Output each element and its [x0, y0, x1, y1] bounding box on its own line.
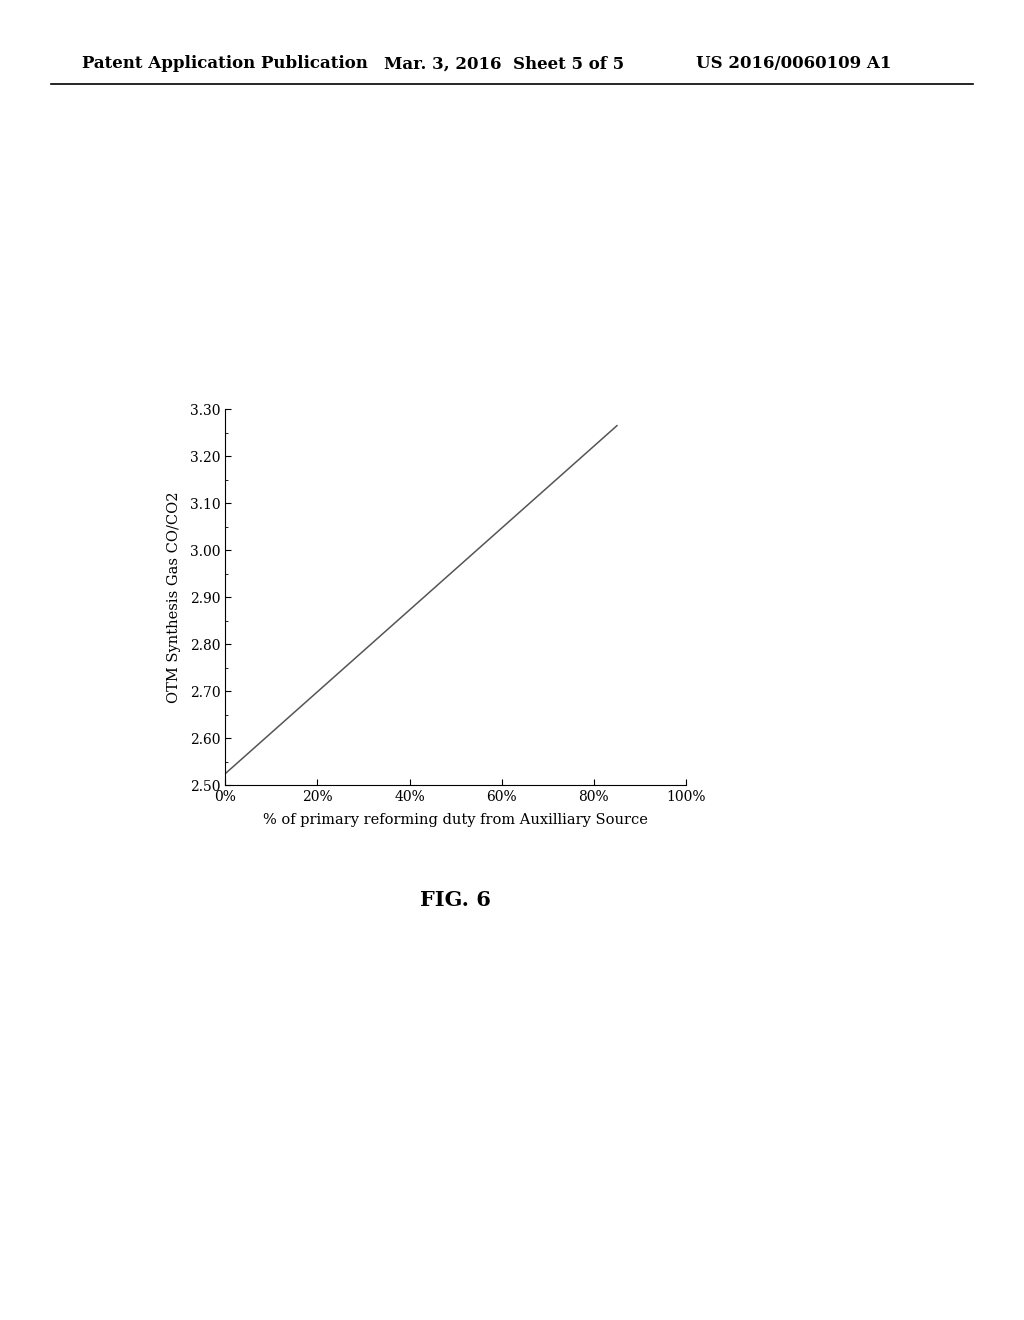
Text: FIG. 6: FIG. 6: [420, 890, 492, 909]
Text: Patent Application Publication: Patent Application Publication: [82, 55, 368, 73]
Y-axis label: OTM Synthesis Gas CO/CO2: OTM Synthesis Gas CO/CO2: [168, 491, 181, 704]
X-axis label: % of primary reforming duty from Auxilliary Source: % of primary reforming duty from Auxilli…: [263, 813, 648, 826]
Text: Mar. 3, 2016  Sheet 5 of 5: Mar. 3, 2016 Sheet 5 of 5: [384, 55, 624, 73]
Text: US 2016/0060109 A1: US 2016/0060109 A1: [696, 55, 892, 73]
